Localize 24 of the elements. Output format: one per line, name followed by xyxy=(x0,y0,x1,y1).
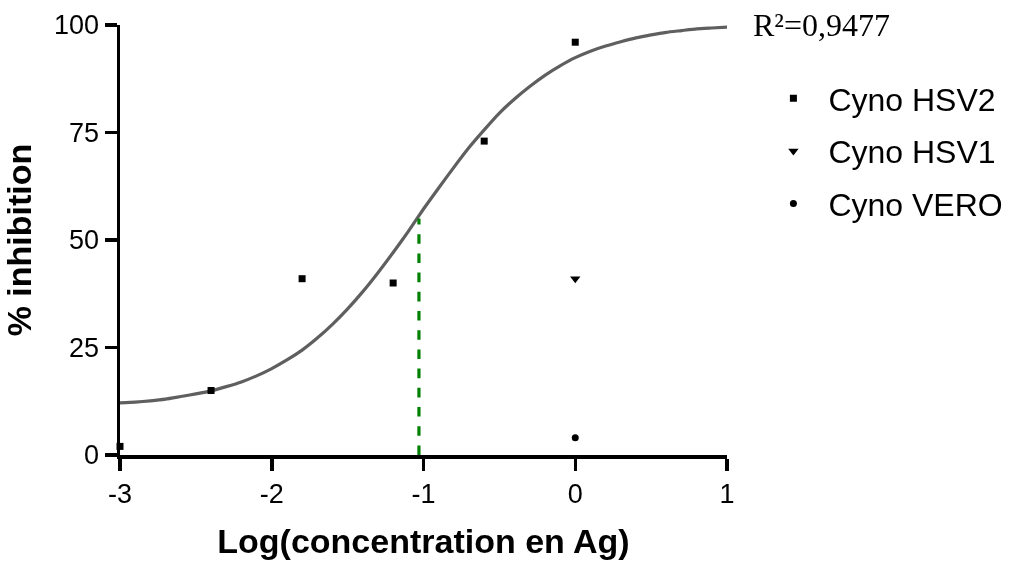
y-axis-title: % inhibition xyxy=(0,143,38,337)
point xyxy=(298,275,306,283)
y-tick-label: 25 xyxy=(69,332,100,363)
point xyxy=(389,279,397,287)
y-tick-label: 50 xyxy=(69,225,100,256)
y-tick-label: 0 xyxy=(84,440,100,471)
legend-label: Cyno VERO xyxy=(828,186,1003,223)
legend-label: Cyno HSV2 xyxy=(828,81,996,118)
y-tick-label: 100 xyxy=(54,10,100,41)
x-tick-label: -1 xyxy=(411,478,436,509)
point xyxy=(570,276,581,284)
text: R²=0,9477 xyxy=(753,7,890,43)
legend-label: Cyno HSV1 xyxy=(828,134,996,171)
x-tick-label: -2 xyxy=(259,478,284,509)
line-series xyxy=(120,25,727,405)
y-tick-label: 75 xyxy=(69,117,100,148)
point xyxy=(571,38,579,46)
x-tick-label: -3 xyxy=(107,478,133,509)
point xyxy=(571,434,579,442)
point xyxy=(480,137,488,145)
x-tick-label: 0 xyxy=(567,478,583,509)
point xyxy=(207,387,215,394)
x-tick-label: 1 xyxy=(719,478,735,509)
x-axis-title: Log(concentration en Ag) xyxy=(217,521,630,560)
